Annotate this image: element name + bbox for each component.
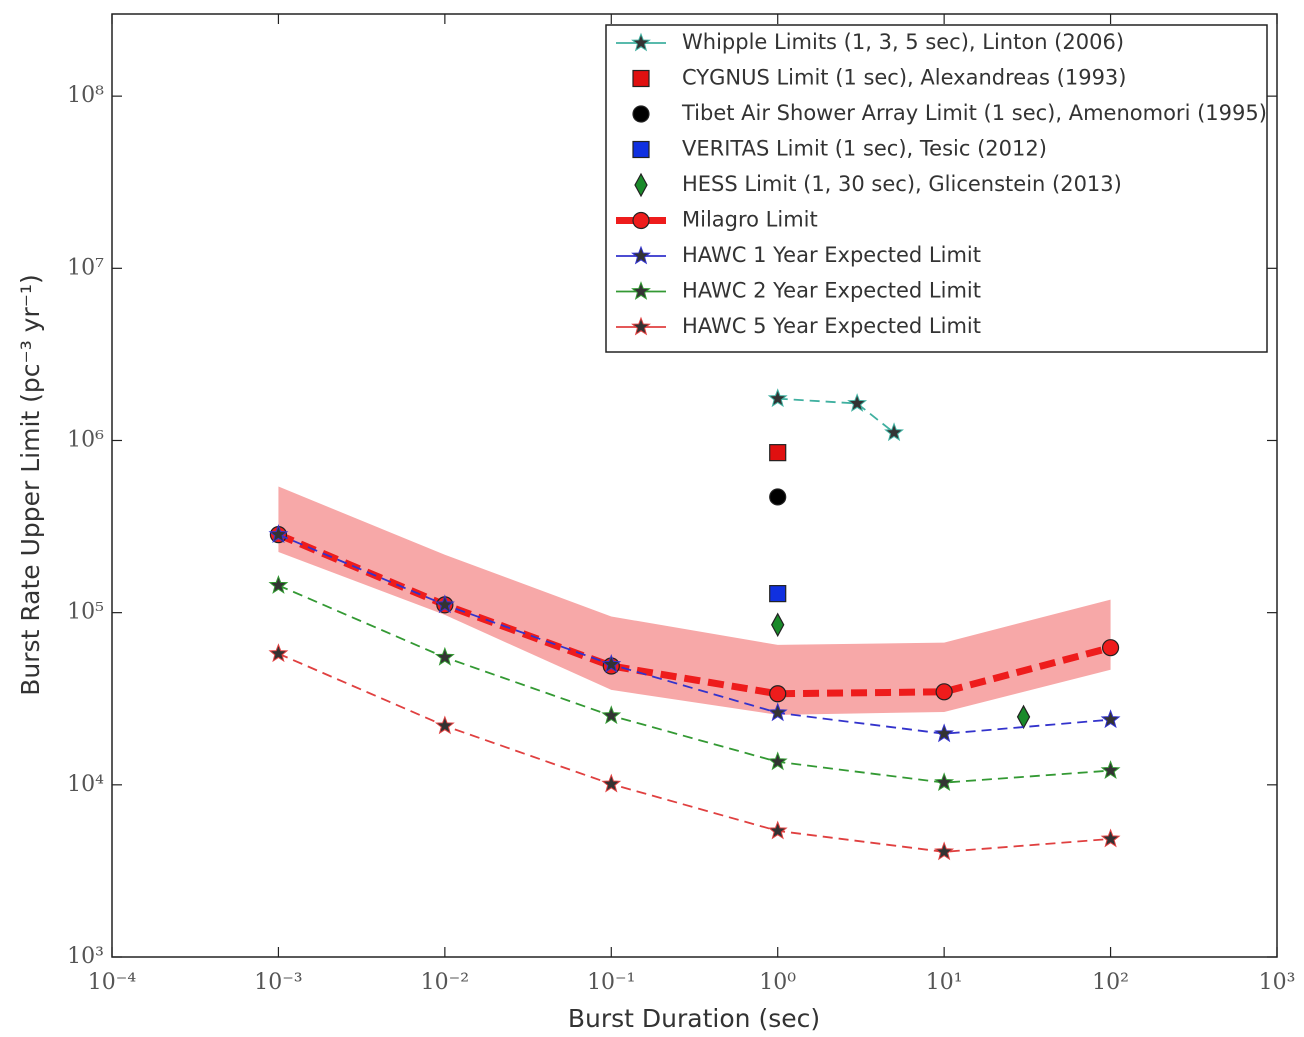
star-marker [767, 702, 788, 722]
y-tick-label: 10⁶ [67, 427, 104, 452]
diamond-marker [771, 612, 785, 638]
legend-label: HAWC 5 Year Expected Limit [682, 314, 981, 338]
circle-marker [769, 488, 787, 506]
y-tick-label: 10⁸ [67, 83, 104, 108]
diamond-marker [634, 172, 648, 198]
series-line [278, 584, 1111, 784]
circle-marker [632, 211, 650, 230]
x-tick-label: 10⁻⁴ [88, 970, 137, 995]
x-tick-label: 10⁻³ [254, 970, 302, 995]
legend-label: CYGNUS Limit (1 sec), Alexandreas (1993) [682, 66, 1127, 90]
star-marker [268, 643, 289, 663]
star-marker [847, 393, 868, 412]
x-tick-label: 10⁻¹ [587, 970, 635, 995]
y-tick-label: 10⁴ [67, 772, 104, 797]
star-marker [631, 245, 651, 265]
square-marker [769, 444, 787, 462]
star-marker [434, 715, 455, 735]
square-marker [769, 585, 787, 603]
y-tick-label: 10⁵ [67, 600, 104, 625]
star-marker [601, 654, 622, 673]
x-tick-label: 10⁻² [421, 970, 469, 995]
star-marker [631, 281, 651, 300]
legend-label: HAWC 1 Year Expected Limit [682, 243, 981, 267]
legend-label: HAWC 2 Year Expected Limit [682, 279, 981, 303]
star-marker [934, 772, 955, 792]
legend-label: Whipple Limits (1, 3, 5 sec), Linton (20… [682, 30, 1124, 54]
circle-marker [1101, 639, 1120, 657]
star-marker [767, 388, 788, 408]
star-marker [601, 705, 622, 725]
star-marker [934, 723, 955, 743]
star-marker [601, 773, 622, 793]
star-marker [268, 524, 289, 544]
star-marker [1100, 709, 1121, 729]
star-marker [434, 594, 455, 614]
legend-label: Tibet Air Shower Array Limit (1 sec), Am… [681, 101, 1267, 125]
circle-marker [769, 685, 787, 703]
star-marker [884, 422, 904, 442]
series-line [777, 397, 895, 434]
y-axis-label: Burst Rate Upper Limit (pc⁻³ yr⁻¹) [16, 274, 45, 695]
circle-marker [632, 105, 650, 123]
star-marker [434, 646, 455, 666]
x-tick-label: 10⁰ [759, 970, 796, 995]
y-tick-label: 10⁷ [67, 255, 104, 280]
diamond-marker [1016, 704, 1031, 730]
series-line [278, 652, 1111, 853]
circle-marker [935, 683, 953, 701]
legend-label: HESS Limit (1, 30 sec), Glicenstein (201… [682, 172, 1122, 196]
square-marker [632, 69, 650, 88]
y-tick-label: 10³ [67, 944, 104, 969]
legend-box [605, 24, 1268, 353]
uncertainty-band [278, 486, 1111, 715]
legend-label: VERITAS Limit (1 sec), Tesic (2012) [682, 137, 1047, 161]
square-marker [632, 140, 650, 159]
star-marker [1100, 828, 1121, 848]
star-marker [767, 820, 788, 840]
star-marker [934, 841, 955, 861]
star-marker [268, 574, 289, 594]
plot-frame [111, 13, 1278, 958]
x-tick-label: 10² [1092, 970, 1129, 995]
x-tick-label: 10¹ [926, 970, 963, 995]
x-axis-label: Burst Duration (sec) [568, 1004, 820, 1033]
star-marker [1100, 760, 1121, 780]
star-marker [767, 751, 788, 771]
legend-label: Milagro Limit [682, 208, 818, 232]
star-marker [631, 316, 651, 336]
star-marker [631, 32, 651, 52]
x-tick-label: 10³ [1259, 970, 1296, 995]
series-line [278, 533, 1111, 735]
